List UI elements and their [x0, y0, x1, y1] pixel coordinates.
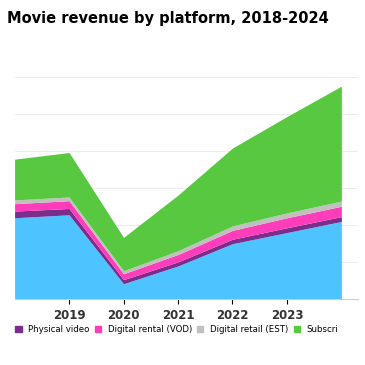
Text: Movie revenue by platform, 2018-2024: Movie revenue by platform, 2018-2024: [7, 11, 329, 26]
Legend: Physical video, Digital rental (VOD), Digital retail (EST), Subscri: Physical video, Digital rental (VOD), Di…: [15, 325, 338, 334]
